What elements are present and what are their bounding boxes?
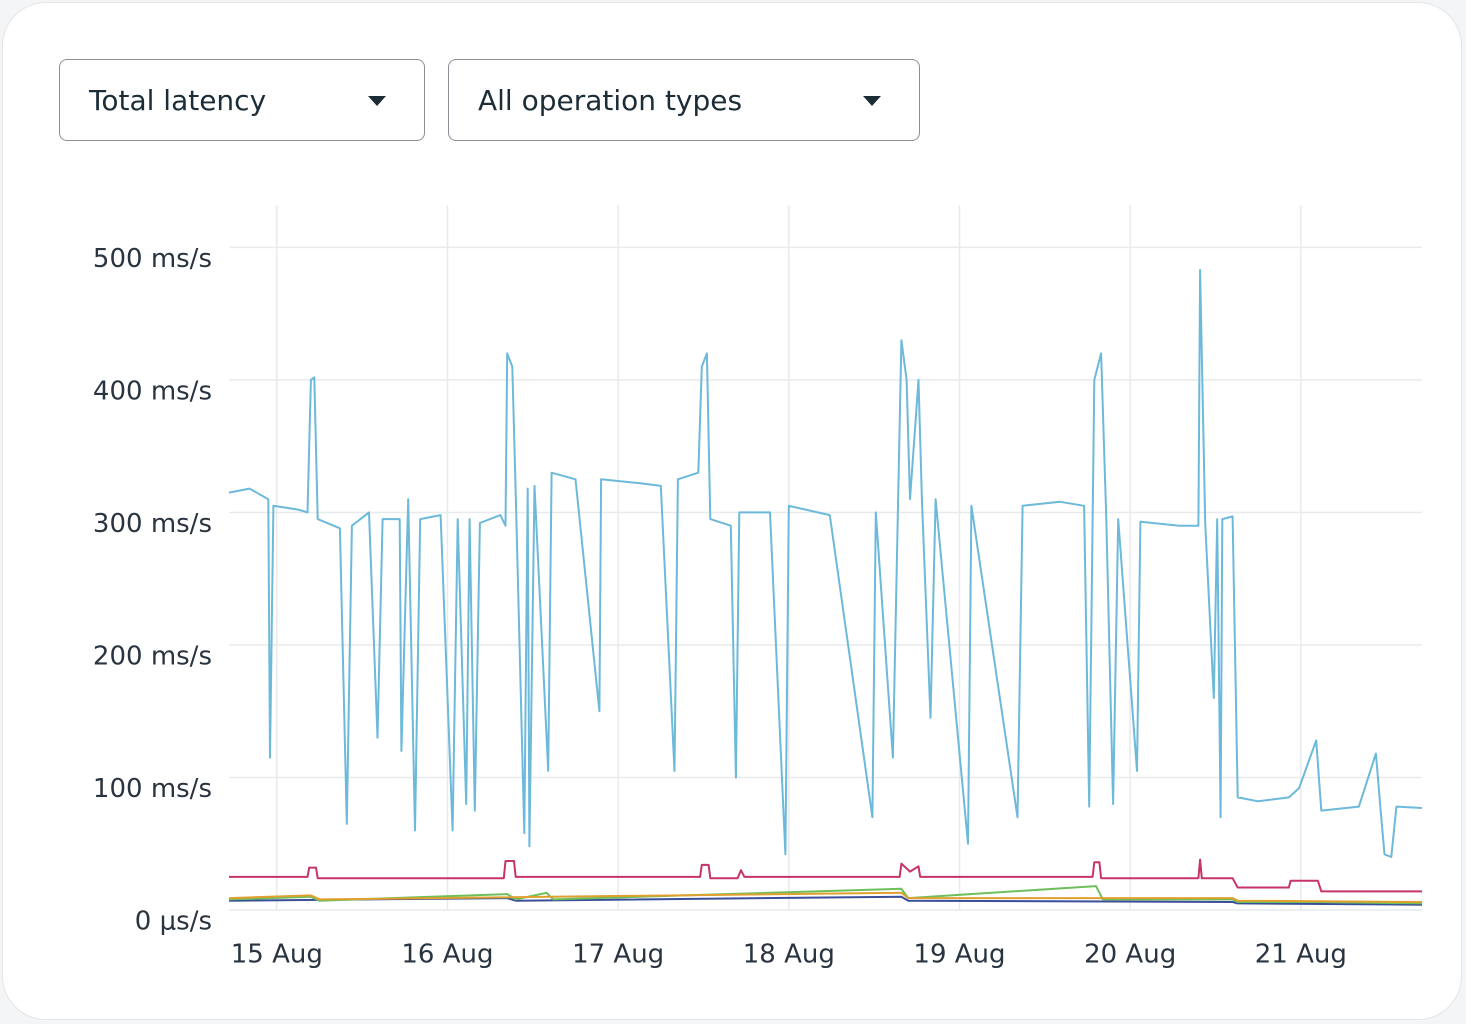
x-tick-label: 15 Aug (231, 940, 323, 970)
x-tick-label: 18 Aug (743, 940, 835, 970)
y-tick-label: 400 ms/s (93, 376, 212, 406)
y-tick-label: 200 ms/s (93, 641, 212, 671)
y-tick-label: 300 ms/s (93, 509, 212, 539)
dropdown-text: All operation types (478, 83, 743, 117)
series-line (228, 268, 1423, 858)
dropdown-arrow (863, 96, 881, 106)
x-tick-label: 20 Aug (1084, 940, 1176, 970)
dropdown-arrow (368, 96, 386, 106)
operation-dropdown[interactable]: All operation types (448, 59, 920, 141)
x-tick-label: 16 Aug (401, 940, 493, 970)
metric-dropdown[interactable]: Total latency (59, 59, 425, 141)
series-line (229, 858, 1422, 893)
x-tick-label: 19 Aug (913, 940, 1005, 970)
y-tick-label: 100 ms/s (93, 774, 212, 804)
y-tick-label: 500 ms/s (93, 244, 212, 274)
series-line (228, 891, 1423, 903)
y-tick-label: 0 μs/s (135, 907, 212, 937)
series-line (228, 895, 1423, 906)
x-tick-label: 17 Aug (572, 940, 664, 970)
dropdown-text: Total latency (89, 83, 267, 117)
x-tick-label: 21 Aug (1255, 940, 1347, 970)
